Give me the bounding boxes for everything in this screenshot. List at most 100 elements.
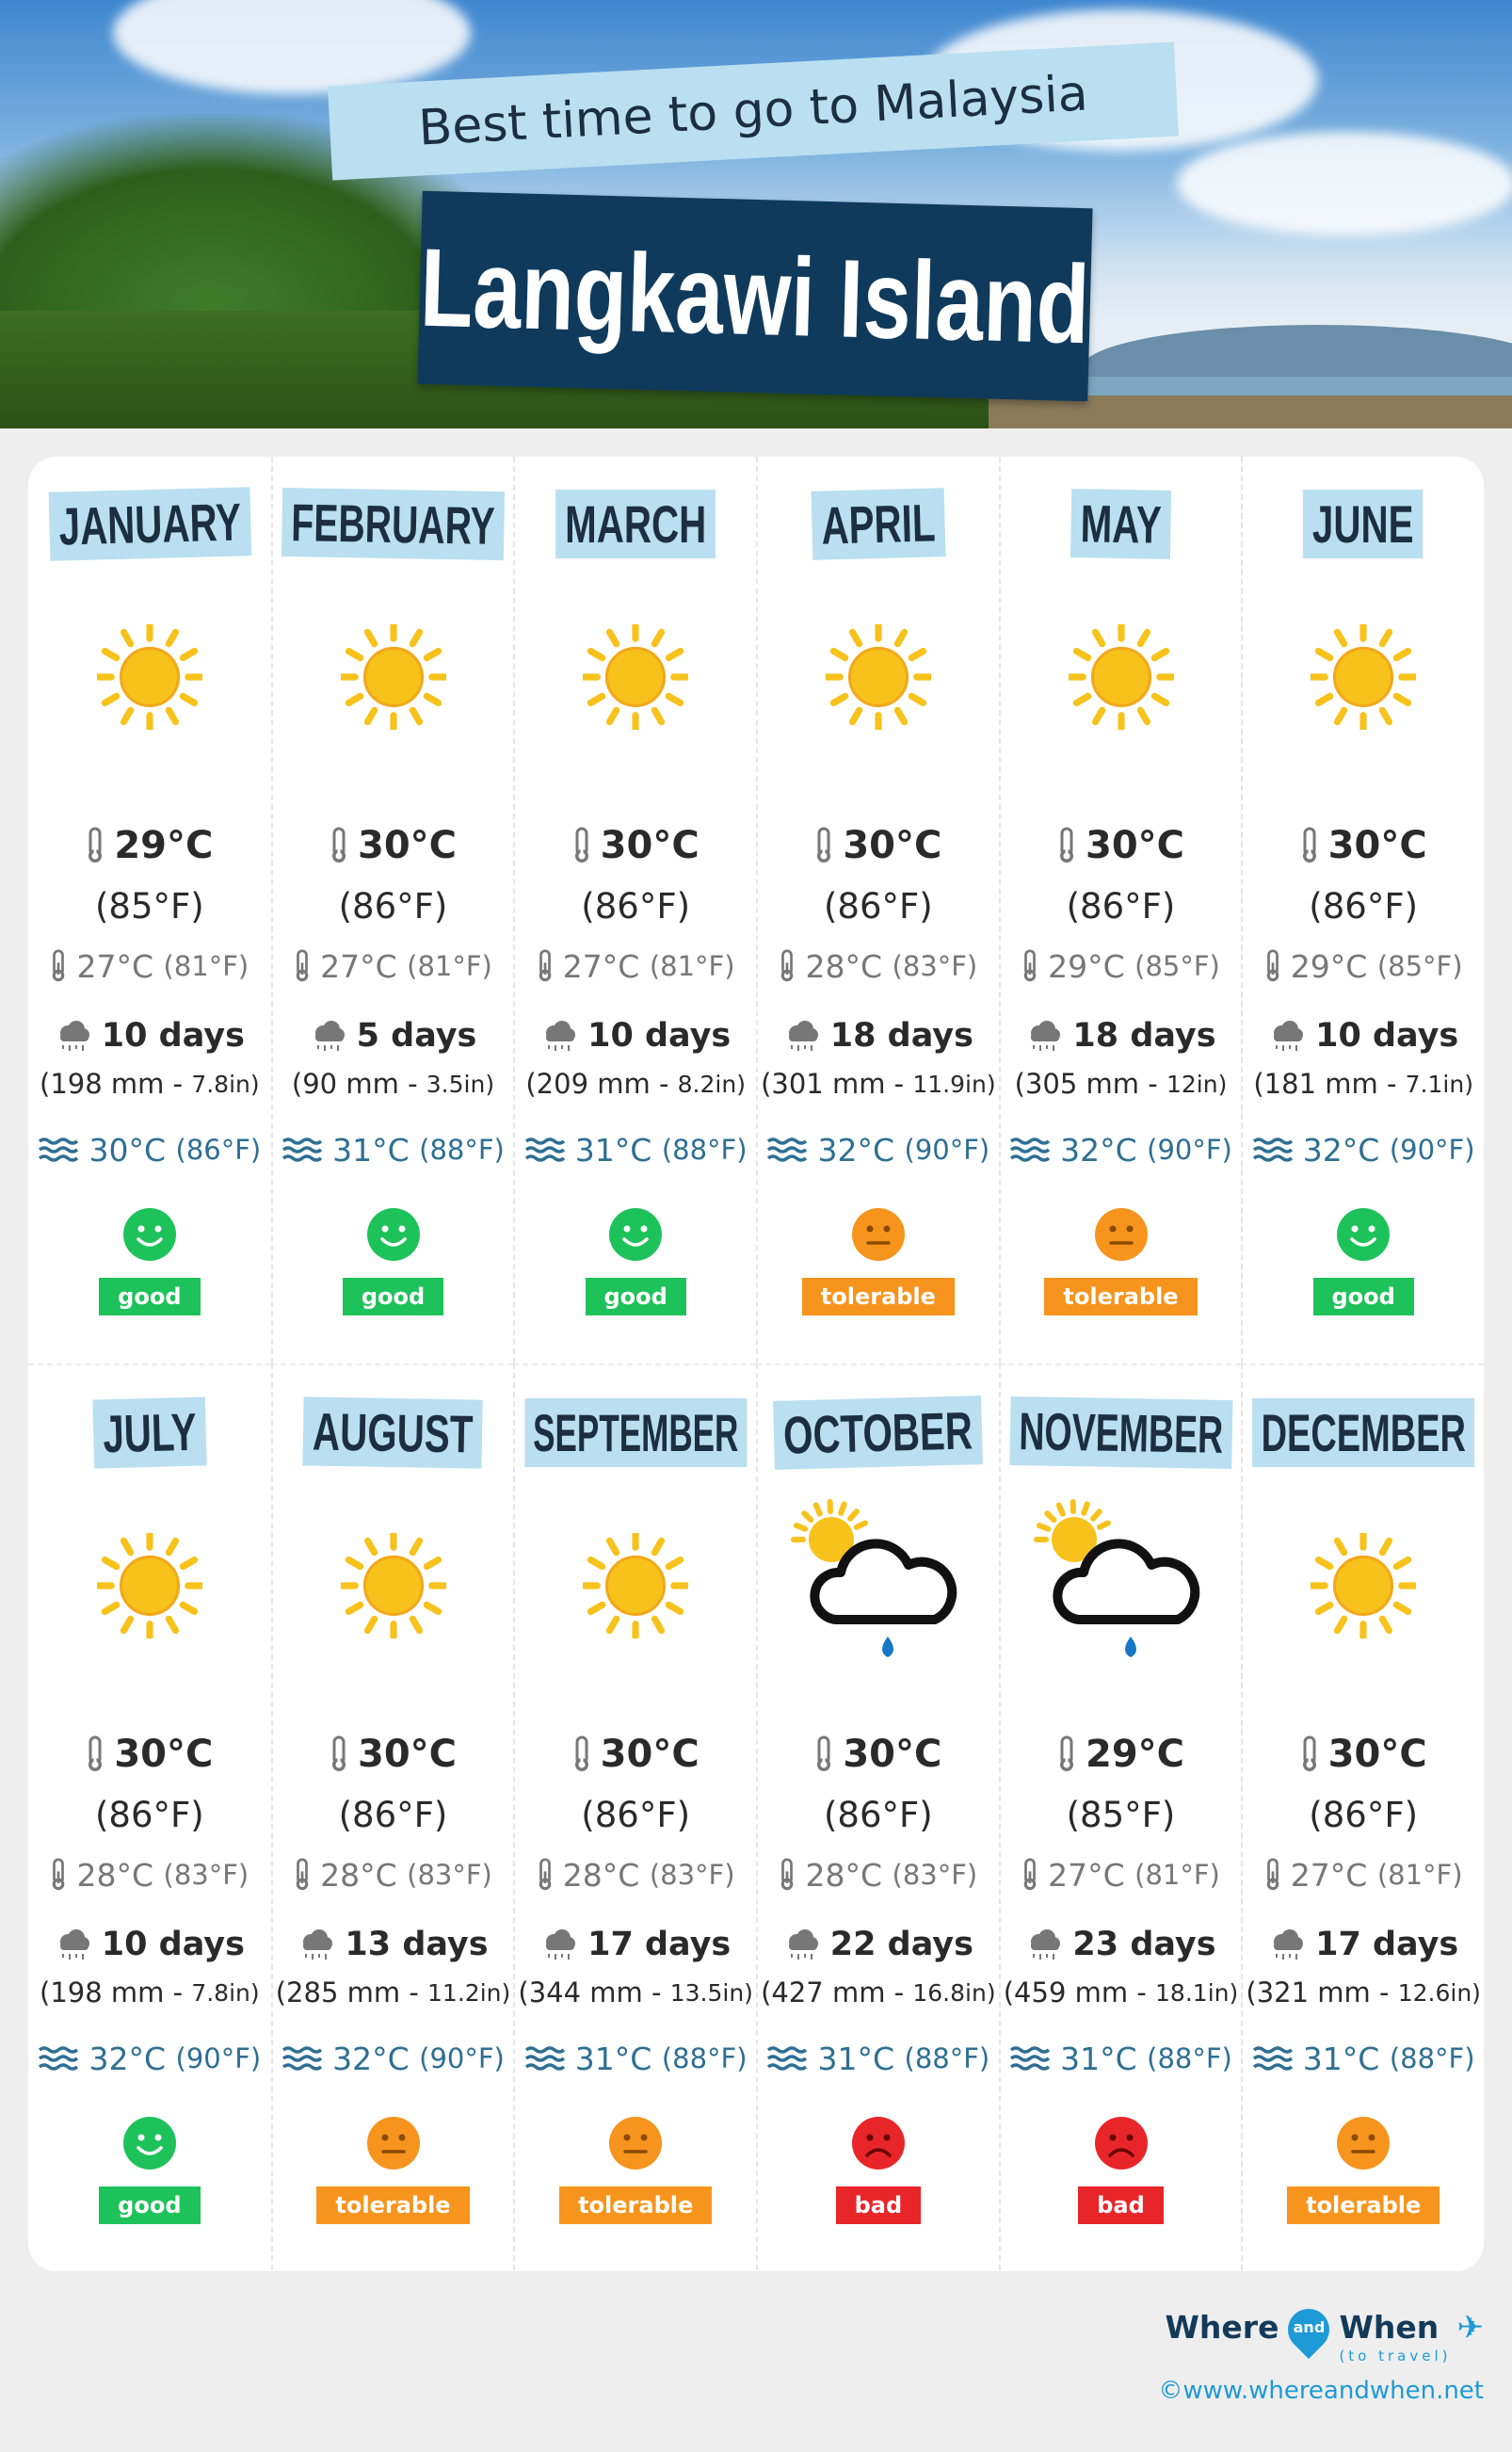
sea-temp-f: (88°F) (419, 1134, 505, 1166)
rating-badge: good (99, 2186, 201, 2224)
waves-icon (38, 2045, 88, 2072)
sea-temp-f: (88°F) (904, 2042, 990, 2074)
logo-where: Where (1165, 2309, 1279, 2346)
thermometer-icon (572, 827, 601, 864)
thermometer-icon (330, 1735, 358, 1773)
sun-icon (273, 1529, 514, 1642)
min-temp-c: 28°C (320, 1856, 397, 1894)
logo-when: When (1339, 2309, 1440, 2346)
logo-when-group: When (to travel) (1339, 2309, 1451, 2365)
max-temp-f: (86°F) (1066, 885, 1176, 927)
rating-badge: bad (1078, 2186, 1164, 2224)
sea-temp-f: (90°F) (904, 1134, 990, 1166)
rain-days: 23 days (1072, 1926, 1216, 1963)
month-label: OCTOBER (773, 1395, 984, 1470)
rain-cloud-icon (1025, 1928, 1072, 1960)
rating-badge: good (1312, 1278, 1414, 1315)
rain-inches: 7.8in) (191, 1070, 260, 1098)
waves-icon (281, 2045, 332, 2072)
sun-icon (273, 621, 514, 734)
sea-temp-f: (90°F) (419, 2042, 505, 2074)
rain-inches: 3.5in) (426, 1070, 495, 1098)
rating-badge: good (99, 1278, 201, 1315)
min-temp-c: 27°C (1048, 1856, 1125, 1894)
month-cell-november: NOVEMBER 29°C (85°F) 27°C (81°F) 23 days… (998, 1363, 1242, 2270)
month-cell-december: DECEMBER 30°C (86°F) 27°C (81°F) 17 days… (1241, 1363, 1485, 2270)
rain-days: 17 days (1315, 1926, 1459, 1963)
waves-icon (524, 1137, 575, 1163)
max-temp-c: 30°C (357, 824, 458, 867)
month-label: NOVEMBER (1009, 1395, 1232, 1469)
month-label: MAY (1070, 488, 1172, 559)
min-temp-c: 27°C (1290, 1856, 1368, 1894)
neutral-face-icon (1001, 1206, 1242, 1263)
min-temp-c: 29°C (1048, 947, 1125, 985)
max-temp-c: 30°C (600, 824, 700, 867)
max-temp-f: (85°F) (1066, 1794, 1176, 1835)
rain-cloud-icon (310, 1020, 357, 1052)
max-temp-c: 30°C (1327, 1733, 1427, 1776)
max-temp-f: (86°F) (1309, 1794, 1419, 1835)
sad-face-icon (758, 2115, 999, 2171)
website-link[interactable]: ©www.whereandwhen.net (1158, 2377, 1484, 2405)
thermometer-low-icon (294, 949, 320, 983)
sea-temp-f: (90°F) (175, 2042, 262, 2074)
max-temp-f: (86°F) (581, 885, 691, 927)
rain-inches: 8.2in) (677, 1070, 746, 1098)
sun-icon (1243, 621, 1484, 734)
rain-cloud-icon (298, 1928, 345, 1960)
sun-cloud-rain-icon (1001, 1497, 1242, 1676)
rating-badge: good (585, 1278, 686, 1315)
sea-temp-f: (86°F) (175, 1134, 262, 1166)
airplane-icon: ✈ (1456, 2309, 1485, 2347)
max-temp-f: (86°F) (338, 885, 448, 927)
neutral-face-icon (273, 2115, 514, 2171)
max-temp-f: (86°F) (1309, 885, 1419, 927)
min-temp-f: (83°F) (892, 950, 978, 982)
thermometer-low-icon (294, 1858, 320, 1892)
max-temp-f: (85°F) (94, 885, 204, 927)
rain-mm: (321 mm - (1246, 1976, 1398, 2008)
thermometer-low-icon (779, 949, 805, 983)
rain-inches: 13.5in) (669, 1978, 753, 2007)
sea-temp-f: (88°F) (1389, 2042, 1475, 2074)
thermometer-icon (1057, 1735, 1086, 1773)
sea-temp-c: 32°C (1302, 1131, 1380, 1169)
title-banner: Langkawi Island (417, 190, 1093, 402)
rain-cloud-icon (1268, 1020, 1315, 1052)
month-label: AUGUST (302, 1395, 484, 1469)
rain-cloud-icon (1025, 1020, 1072, 1052)
min-temp-f: (81°F) (1134, 1859, 1220, 1891)
month-cell-june: JUNE 30°C (86°F) 29°C (85°F) 10 days (18… (1241, 457, 1484, 1363)
sea-temp-c: 32°C (817, 1131, 894, 1169)
rating-badge: good (342, 1278, 444, 1315)
rating-badge: tolerable (559, 2186, 713, 2224)
smiley-face-icon (1243, 1206, 1484, 1263)
month-cell-february: FEBRUARY 30°C (86°F) 27°C (81°F) 5 days … (270, 457, 514, 1363)
neutral-face-icon (1243, 2115, 1484, 2171)
max-temp-f: (86°F) (823, 885, 933, 927)
min-temp-c: 27°C (76, 947, 153, 985)
rain-mm: (198 mm - (40, 1068, 192, 1100)
sea-temp-c: 31°C (574, 1131, 652, 1169)
sun-icon (758, 621, 999, 734)
min-temp-f: (81°F) (407, 950, 492, 982)
thermometer-low-icon (1021, 949, 1048, 983)
min-temp-f: (81°F) (649, 950, 735, 982)
thermometer-icon (330, 827, 358, 864)
month-cell-october: OCTOBER 30°C (86°F) 28°C (83°F) 22 days … (756, 1363, 999, 2270)
month-cell-july: JULY 30°C (86°F) 28°C (83°F) 10 days (19… (28, 1363, 271, 2270)
rating-badge: tolerable (801, 1278, 955, 1315)
rain-inches: 12.6in) (1397, 1978, 1481, 2007)
where-and-when-logo[interactable]: Where and When (to travel) ✈ (1165, 2299, 1485, 2365)
sea-temp-c: 31°C (817, 2040, 894, 2077)
thermometer-low-icon (537, 1858, 563, 1892)
rain-mm: (198 mm - (40, 1976, 192, 2008)
max-temp-f: (86°F) (581, 1794, 691, 1835)
rain-cloud-icon (783, 1020, 830, 1052)
min-temp-c: 27°C (320, 947, 397, 985)
rain-inches: 7.8in) (191, 1978, 260, 2007)
min-temp-c: 27°C (562, 947, 640, 985)
thermometer-low-icon (1264, 949, 1291, 983)
sea-temp-c: 31°C (332, 1131, 410, 1169)
